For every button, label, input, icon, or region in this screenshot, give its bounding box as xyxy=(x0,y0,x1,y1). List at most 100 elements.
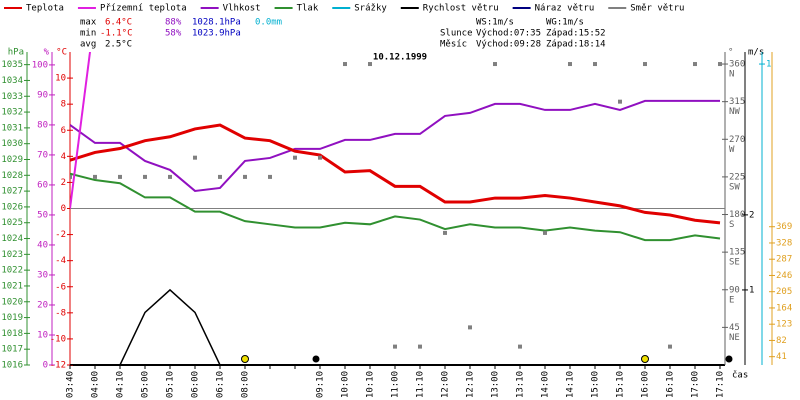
legend-label: Přízemní teplota xyxy=(100,4,187,14)
tick-label: 1023 xyxy=(1,250,23,260)
sun-label: Slunce xyxy=(440,29,473,39)
tick-label: 60 xyxy=(37,180,48,190)
tick-label: 328 xyxy=(776,238,792,248)
stat: 0.0mm xyxy=(255,18,282,28)
chart-title: 10.12.1999 xyxy=(373,53,427,63)
stat: -1.1°C xyxy=(100,29,133,39)
direction-point xyxy=(668,344,672,349)
x-tick-label: 17:00 xyxy=(691,371,701,398)
tick-label: 1 xyxy=(766,60,771,70)
moon-label: Měsíc xyxy=(440,40,467,50)
tick-label: 1019 xyxy=(1,313,23,323)
direction-point xyxy=(518,344,522,349)
x-tick-label: 12:00 xyxy=(441,371,451,398)
stat: 6.4°C xyxy=(105,18,132,28)
tick-label: 90 xyxy=(37,90,48,100)
tick-label: 6 xyxy=(61,126,66,136)
legend-label: Srážky xyxy=(354,4,387,14)
x-tick-label: 14:00 xyxy=(541,371,551,398)
moon-set: Západ:18:14 xyxy=(546,40,606,50)
x-tick-label: 03:40 xyxy=(66,371,76,398)
x-tick-label: 05:00 xyxy=(141,371,151,398)
legend-label: Směr větru xyxy=(630,4,684,14)
tick-label: 1034 xyxy=(1,76,23,86)
tick-label: 41 xyxy=(776,352,787,362)
x-tick-label: 05:10 xyxy=(166,371,176,398)
tick-label: 164 xyxy=(776,303,792,313)
direction-point xyxy=(393,344,397,349)
tick-label: 90 xyxy=(729,285,740,295)
axis-label: % xyxy=(44,48,50,58)
stat: 1023.9hPa xyxy=(192,29,241,39)
tick-label: 205 xyxy=(776,287,792,297)
stat: 88% xyxy=(165,18,182,28)
direction-point xyxy=(93,174,97,179)
tick-label: 80 xyxy=(37,120,48,130)
x-tick-label: 14:10 xyxy=(566,371,576,398)
tick-name: SW xyxy=(729,182,740,192)
x-tick-label: 10:00 xyxy=(341,371,351,398)
tick-label: -4 xyxy=(55,256,66,266)
tick-label: 50 xyxy=(37,210,48,220)
tick-name: S xyxy=(729,220,734,230)
direction-point xyxy=(468,325,472,330)
sun-rise: Východ:07:35 xyxy=(476,29,541,39)
sun-set: Západ:15:52 xyxy=(546,29,606,39)
tick-label: 1028 xyxy=(1,171,23,181)
tick-label: 1 xyxy=(749,285,754,295)
tick-label: 10 xyxy=(55,74,66,84)
tick-label: 1027 xyxy=(1,187,23,197)
tick-label: 2 xyxy=(749,210,754,220)
x-tick-label: 04:00 xyxy=(91,371,101,398)
stat-label: max xyxy=(80,18,97,28)
x-tick-label: 17:10 xyxy=(716,371,726,398)
series-line xyxy=(70,172,721,242)
x-axis-label: čas xyxy=(732,370,748,381)
tick-label: -8 xyxy=(55,308,66,318)
tick-name: W xyxy=(729,145,735,155)
tick-label: -2 xyxy=(55,230,66,240)
stat-label: avg xyxy=(80,40,96,50)
direction-point xyxy=(443,230,447,235)
x-tick-label: 10:10 xyxy=(366,371,376,398)
legend-label: Náraz větru xyxy=(535,4,595,14)
moon-marker xyxy=(725,355,733,363)
tick-label: 315 xyxy=(729,97,745,107)
legend-label: Vlhkost xyxy=(223,4,261,14)
tick-label: 1017 xyxy=(1,345,23,355)
moon-rise: Východ:09:28 xyxy=(476,40,541,50)
tick-label: 1033 xyxy=(1,92,23,102)
tick-label: 10 xyxy=(37,330,48,340)
x-tick-label: 16:00 xyxy=(641,371,651,398)
axis-label: °C xyxy=(56,48,67,58)
tick-label: 270 xyxy=(729,135,745,145)
legend-label: Tlak xyxy=(297,4,319,14)
tick-label: 2 xyxy=(61,178,66,188)
tick-label: 1018 xyxy=(1,329,23,339)
wind-info: WS:1m/s xyxy=(476,18,514,28)
tick-label: 0 xyxy=(61,204,66,214)
series-line xyxy=(70,123,721,225)
tick-name: N xyxy=(729,70,734,80)
tick-label: 135 xyxy=(729,248,745,258)
tick-name: NE xyxy=(729,333,740,343)
tick-label: -12 xyxy=(50,361,66,371)
direction-point xyxy=(318,155,322,160)
direction-point xyxy=(568,62,572,67)
axis-label: ° xyxy=(728,48,733,58)
direction-point xyxy=(70,174,72,179)
stat: 2.5°C xyxy=(105,40,132,50)
tick-label: 360 xyxy=(729,60,745,70)
stat: 1028.1hPa xyxy=(192,18,241,28)
tick-label: 1029 xyxy=(1,155,23,165)
tick-label: 45 xyxy=(729,323,740,333)
tick-label: 246 xyxy=(776,271,792,281)
direction-point xyxy=(343,62,347,67)
tick-label: -10 xyxy=(50,334,66,344)
series-line xyxy=(70,288,720,365)
x-tick-label: 15:00 xyxy=(591,371,601,398)
direction-point xyxy=(693,62,697,67)
x-tick-label: 04:10 xyxy=(116,371,126,398)
